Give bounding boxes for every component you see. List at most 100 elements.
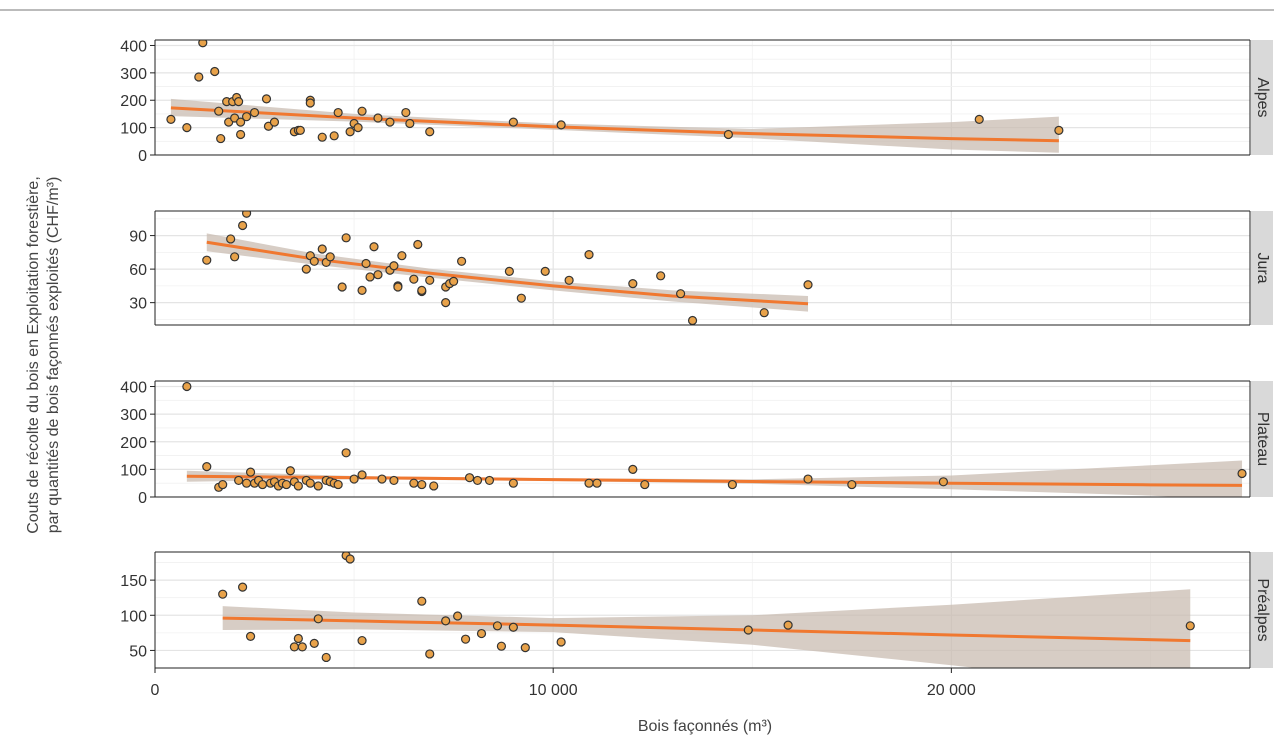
data-point: [357, 635, 367, 646]
data-point: [365, 272, 375, 282]
data-point: [476, 628, 487, 639]
y-tick-label: 300: [120, 66, 147, 83]
data-point: [305, 98, 315, 108]
data-point: [357, 106, 367, 116]
data-point: [803, 474, 813, 484]
data-point: [508, 478, 518, 488]
data-point: [401, 107, 411, 118]
data-point: [309, 638, 319, 648]
data-point: [194, 72, 204, 82]
data-point: [257, 479, 268, 490]
data-point: [202, 462, 212, 472]
data-point: [508, 117, 518, 127]
data-point: [409, 478, 419, 488]
data-point: [234, 475, 244, 486]
x-tick-label: 0: [151, 682, 160, 699]
data-point: [238, 582, 248, 592]
facet-strip-label: Préalpes: [1254, 578, 1271, 641]
data-point: [389, 475, 399, 486]
data-point: [289, 642, 299, 652]
data-point: [198, 40, 208, 48]
data-point: [628, 464, 638, 474]
panel-2: 0 100 200 300 400 Plateau: [120, 380, 1273, 507]
data-point: [492, 621, 503, 631]
confidence-band: [222, 589, 1191, 668]
data-point: [405, 118, 415, 129]
data-point: [389, 261, 399, 271]
x-axis-title: Bois façonnés (m³): [638, 718, 772, 735]
data-point: [417, 479, 427, 490]
x-tick-label: 20 000: [927, 682, 976, 699]
y-tick-label: 0: [138, 490, 147, 507]
data-point: [457, 256, 467, 266]
facet-strip-label: Alpes: [1254, 77, 1271, 117]
data-point: [333, 107, 343, 118]
data-point: [743, 625, 753, 635]
data-point: [540, 266, 550, 276]
panels: 0 100 200 300 400 Alpes 30 60 90 Jura 0 100 200 300 40…: [120, 38, 1273, 669]
facet-strip: [1251, 40, 1273, 155]
data-point: [357, 470, 367, 480]
data-point: [301, 264, 311, 274]
data-point: [516, 293, 526, 303]
y-tick-label: 100: [120, 608, 147, 625]
y-axis-title: Couts de récolte du bois en Exploitation…: [25, 176, 62, 534]
data-point: [409, 274, 419, 284]
data-point: [234, 97, 244, 107]
data-point: [584, 478, 594, 488]
data-point: [556, 120, 566, 130]
data-point: [441, 616, 451, 626]
data-point: [309, 256, 319, 266]
data-point: [333, 479, 343, 490]
data-point: [293, 481, 303, 491]
data-point: [357, 285, 367, 295]
data-point: [337, 282, 347, 292]
data-point: [182, 381, 192, 392]
facet-strip: [1251, 552, 1273, 668]
data-point: [385, 117, 395, 127]
data-point: [353, 123, 363, 133]
y-tick-label: 300: [120, 407, 147, 424]
data-point: [373, 270, 383, 280]
data-point: [236, 129, 246, 140]
data-point: [938, 477, 949, 487]
panel-0: 0 100 200 300 400 Alpes: [120, 38, 1273, 165]
y-tick-label: 0: [138, 148, 147, 165]
y-axis-title-line: par quantités de bois façonnés exploités…: [45, 177, 62, 534]
y-tick-label: 200: [120, 93, 147, 110]
data-point: [295, 125, 305, 135]
y-tick-label: 150: [120, 573, 147, 590]
data-point: [361, 258, 371, 269]
data-point: [628, 279, 638, 289]
data-point: [727, 479, 737, 490]
data-point: [453, 611, 463, 621]
data-point: [425, 127, 435, 137]
x-axis: 0 10 000 20 000: [151, 668, 976, 699]
data-point: [1054, 125, 1064, 135]
data-point: [281, 479, 291, 490]
data-point: [584, 249, 594, 260]
data-point: [417, 285, 427, 295]
data-point: [393, 282, 403, 292]
y-axis-title-line: Couts de récolte du bois en Exploitation…: [25, 176, 42, 534]
data-point: [508, 622, 518, 632]
data-point: [226, 234, 236, 244]
data-point: [269, 117, 280, 127]
facet-strip: [1251, 211, 1273, 325]
data-point: [317, 244, 327, 254]
data-point: [202, 255, 212, 265]
data-point: [345, 554, 355, 564]
y-tick-label: 100: [120, 121, 147, 138]
data-point: [305, 478, 315, 488]
data-point: [210, 66, 220, 77]
panel-1: 30 60 90 Jura: [129, 210, 1273, 326]
data-point: [216, 133, 226, 144]
data-point: [293, 633, 303, 644]
data-point: [297, 642, 307, 652]
data-point: [397, 251, 407, 261]
data-point: [214, 106, 224, 116]
data-point: [592, 478, 602, 488]
data-point: [182, 123, 192, 133]
data-point: [236, 117, 246, 127]
